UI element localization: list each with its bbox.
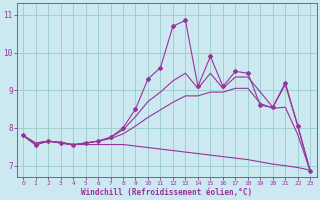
X-axis label: Windchill (Refroidissement éolien,°C): Windchill (Refroidissement éolien,°C) — [81, 188, 252, 197]
